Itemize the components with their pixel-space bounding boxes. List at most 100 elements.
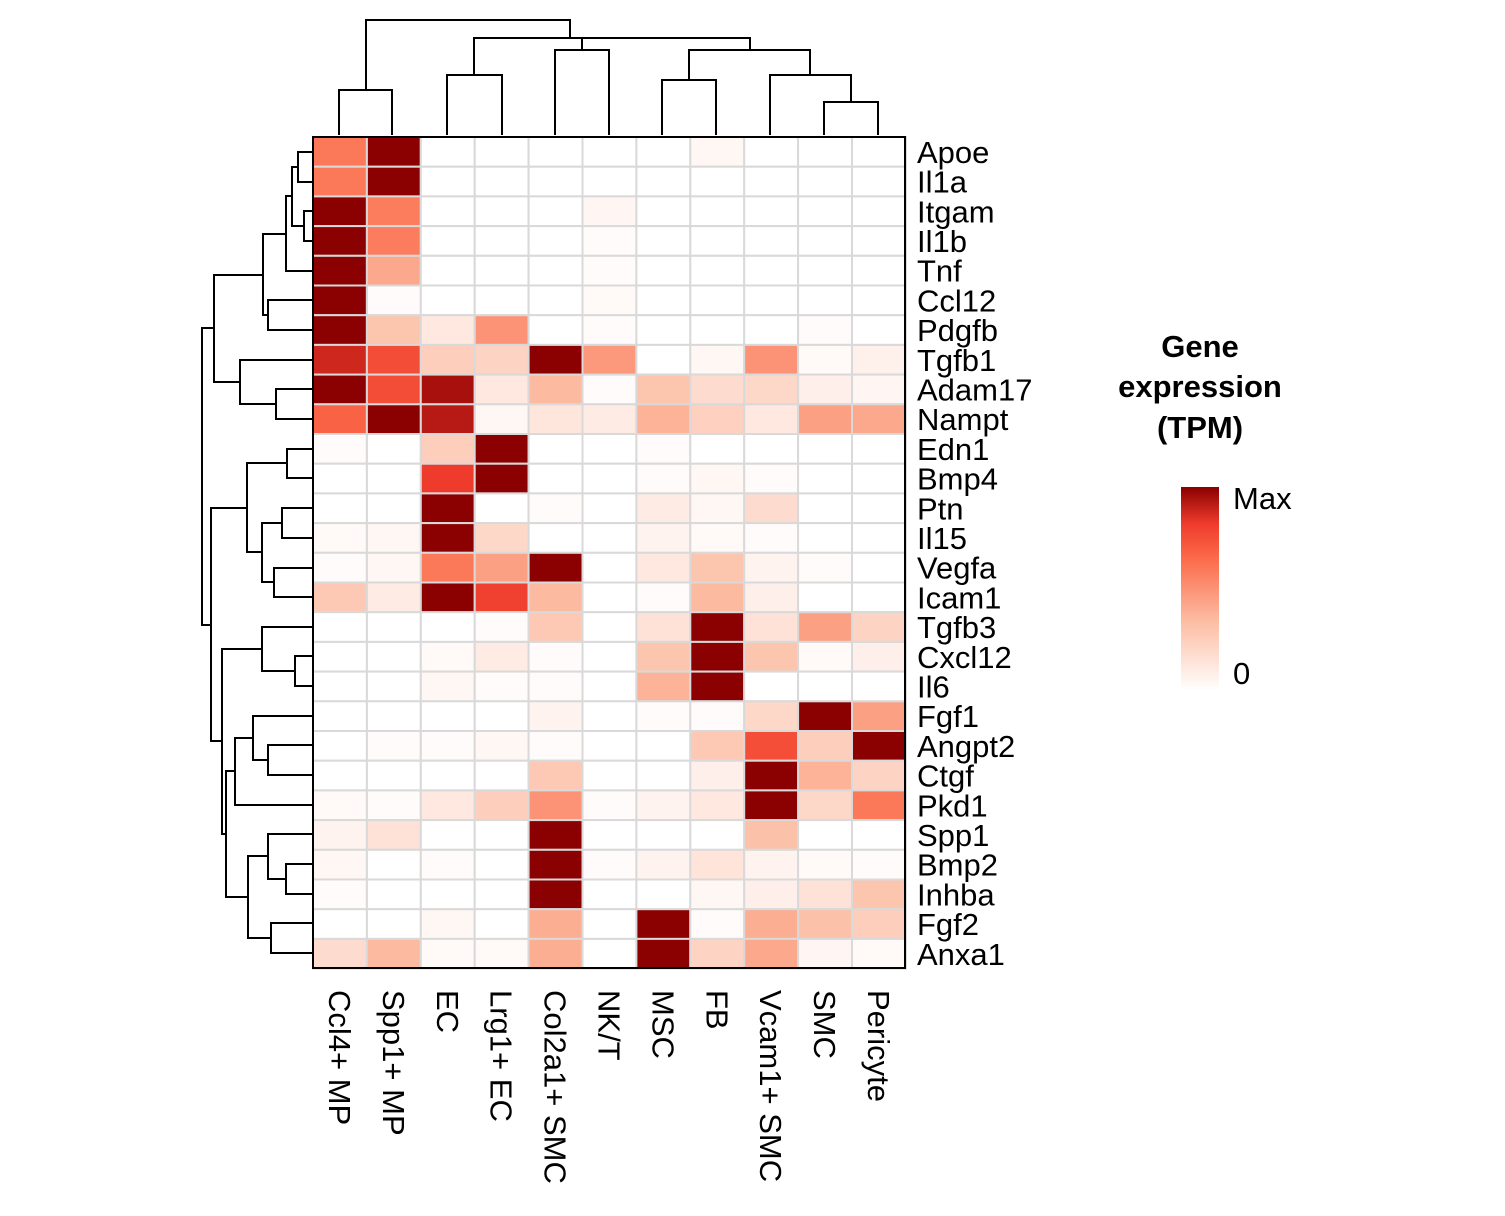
heatmap-cell-il6-6 — [635, 670, 692, 703]
heatmap-cell-il6-7 — [689, 670, 746, 703]
heatmap-cell-tgfb3-4 — [527, 611, 584, 643]
heatmap-cell-bmp4-8 — [743, 462, 800, 495]
heatmap-cell-il1b-4 — [527, 225, 584, 257]
heatmap-cell-adam17-8 — [743, 373, 800, 406]
heatmap-cell-inhba-4 — [527, 878, 584, 911]
row-label-edn1: Edn1 — [917, 432, 989, 467]
heatmap-cell-angpt2-5 — [581, 730, 638, 762]
heatmap-cell-cxcl12-7 — [689, 640, 746, 673]
heatmap-cell-tgfb1-1 — [365, 343, 422, 376]
heatmap-cell-icam1-5 — [581, 581, 638, 614]
heatmap-cell-ccl12-4 — [527, 284, 584, 317]
heatmap-cell-ccl12-5 — [581, 284, 638, 317]
heatmap-cell-il15-5 — [581, 522, 638, 554]
row-label-nampt: Nampt — [917, 402, 1009, 437]
heatmap-cell-il6-2 — [419, 670, 476, 703]
heatmap-cell-tnf-4 — [527, 254, 584, 287]
heatmap-cell-ctgf-6 — [635, 759, 692, 792]
row-label-tnf: Tnf — [917, 254, 962, 289]
heatmap-cell-angpt2-1 — [365, 730, 422, 762]
heatmap-cell-anxa1-10 — [851, 937, 907, 970]
legend-title-line-1: Gene — [1161, 329, 1239, 364]
row-label-il6: Il6 — [917, 670, 950, 705]
heatmap-cell-tnf-7 — [689, 254, 746, 287]
row-label-ptn: Ptn — [917, 491, 964, 526]
row-labels: ApoeIl1aItgamIl1bTnfCcl12PdgfbTgfb1Adam1… — [917, 135, 1032, 972]
heatmap-cell-fgf1-9 — [797, 700, 853, 732]
heatmap-cell-bmp2-2 — [419, 848, 476, 881]
heatmap-cell-angpt2-10 — [851, 730, 907, 762]
heatmap-cell-fgf2-5 — [581, 908, 638, 940]
heatmap-cell-fgf1-7 — [689, 700, 746, 732]
heatmap-cell-tnf-0 — [312, 254, 368, 287]
column-labels: Ccl4+ MP Spp1+ MP EC Lrg1+ EC Col2a1+ SMC NK/… — [322, 990, 896, 1184]
heatmap-cell-bmp4-7 — [689, 462, 746, 495]
heatmap-cell-ptn-7 — [689, 492, 746, 525]
heatmap-cell-tgfb1-2 — [419, 343, 476, 376]
heatmap-cell-fgf2-4 — [527, 908, 584, 940]
heatmap-cell-ptn-9 — [797, 492, 853, 525]
heatmap-cell-cxcl12-4 — [527, 640, 584, 673]
heatmap-cell-fgf2-0 — [312, 908, 368, 940]
heatmap-cell-bmp4-6 — [635, 462, 692, 495]
row-label-bmp2: Bmp2 — [917, 848, 998, 883]
heatmap-cell-tgfb1-8 — [743, 343, 800, 376]
heatmap-cell-itgam-7 — [689, 195, 746, 228]
column-label-5: NK/T — [592, 990, 627, 1061]
heatmap-cell-tgfb3-6 — [635, 611, 692, 643]
heatmap-cell-pdgfb-4 — [527, 314, 584, 346]
heatmap-cell-ctgf-3 — [473, 759, 530, 792]
heatmap-cell-bmp2-10 — [851, 848, 907, 881]
heatmap-cell-angpt2-0 — [312, 730, 368, 762]
heatmap-cell-anxa1-8 — [743, 937, 800, 970]
heatmap-cell-nampt-2 — [419, 403, 476, 435]
heatmap-cell-il1a-8 — [743, 165, 800, 198]
heatmap-cell-il1b-9 — [797, 225, 853, 257]
row-label-icam1: Icam1 — [917, 580, 1001, 615]
row-label-angpt2: Angpt2 — [917, 729, 1015, 764]
heatmap-cell-apoe-0 — [312, 136, 368, 168]
heatmap-cell-icam1-9 — [797, 581, 853, 614]
heatmap-cell-tgfb1-7 — [689, 343, 746, 376]
heatmap-cell-adam17-7 — [689, 373, 746, 406]
column-label-6: MSC — [645, 990, 680, 1059]
heatmap-cell-tgfb3-9 — [797, 611, 853, 643]
heatmap-cell-il1a-0 — [312, 165, 368, 198]
heatmap-cell-bmp2-3 — [473, 848, 530, 881]
heatmap-cell-adam17-9 — [797, 373, 853, 406]
heatmap-cell-il1a-10 — [851, 165, 907, 198]
column-label-7: FB — [699, 990, 734, 1030]
heatmap-cell-angpt2-6 — [635, 730, 692, 762]
heatmap-cell-vegfa-8 — [743, 551, 800, 584]
heatmap-cell-bmp4-3 — [473, 462, 530, 495]
heatmap-cell-il15-10 — [851, 522, 907, 554]
heatmap-cell-il6-8 — [743, 670, 800, 703]
heatmap-cell-adam17-5 — [581, 373, 638, 406]
heatmap-cell-ccl12-8 — [743, 284, 800, 317]
heatmap-cell-vegfa-10 — [851, 551, 907, 584]
heatmap-cell-ptn-6 — [635, 492, 692, 525]
heatmap-cell-edn1-10 — [851, 433, 907, 465]
heatmap-cell-ptn-3 — [473, 492, 530, 525]
heatmap-cell-angpt2-9 — [797, 730, 853, 762]
heatmap-cell-apoe-10 — [851, 136, 907, 168]
heatmap-cell-pdgfb-1 — [365, 314, 422, 346]
heatmap-cell-tnf-10 — [851, 254, 907, 287]
heatmap-cells — [312, 136, 907, 970]
heatmap-cell-pdgfb-10 — [851, 314, 907, 346]
heatmap-cell-il1b-5 — [581, 225, 638, 257]
heatmap-cell-ctgf-8 — [743, 759, 800, 792]
row-dendrogram — [201, 151, 313, 954]
heatmap-cell-icam1-6 — [635, 581, 692, 614]
row-label-pdgfb: Pdgfb — [917, 313, 998, 348]
heatmap-border — [312, 136, 906, 969]
legend-max-label: Max — [1233, 481, 1292, 516]
heatmap-cell-bmp4-2 — [419, 462, 476, 495]
legend-color-bar — [1181, 487, 1219, 691]
row-label-tgfb1: Tgfb1 — [917, 343, 996, 378]
heatmap-cell-bmp2-7 — [689, 848, 746, 881]
heatmap-cell-cxcl12-6 — [635, 640, 692, 673]
heatmap-cell-vegfa-4 — [527, 551, 584, 584]
heatmap-cell-cxcl12-0 — [312, 640, 368, 673]
